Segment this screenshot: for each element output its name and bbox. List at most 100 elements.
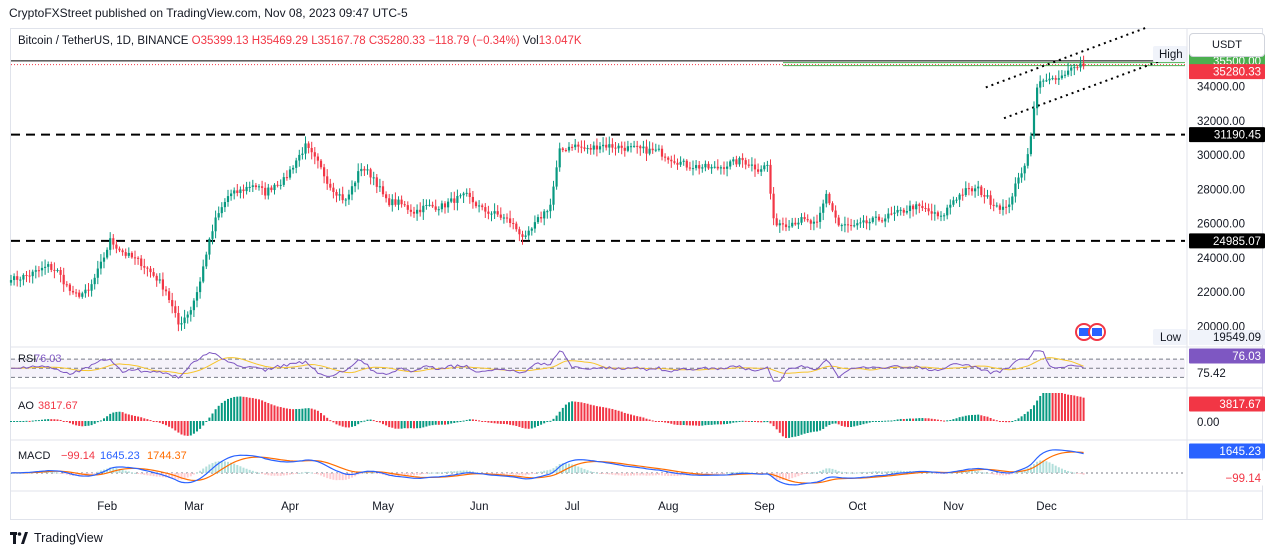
candle[interactable]: [955, 199, 958, 201]
candle[interactable]: [949, 204, 952, 208]
candle[interactable]: [874, 216, 877, 218]
candle[interactable]: [859, 222, 862, 224]
candle[interactable]: [264, 187, 267, 196]
candle[interactable]: [664, 156, 667, 158]
candle[interactable]: [127, 252, 130, 256]
candle[interactable]: [763, 165, 766, 170]
candle[interactable]: [208, 238, 211, 255]
candle[interactable]: [964, 188, 967, 196]
candle[interactable]: [778, 223, 781, 226]
candle[interactable]: [567, 146, 571, 151]
candle[interactable]: [102, 257, 106, 262]
candle[interactable]: [933, 212, 936, 214]
candle[interactable]: [121, 250, 124, 253]
candle[interactable]: [766, 164, 769, 166]
candle[interactable]: [230, 193, 233, 197]
candle[interactable]: [915, 204, 918, 210]
candle[interactable]: [378, 186, 381, 188]
candle[interactable]: [722, 167, 726, 169]
candle[interactable]: [902, 209, 905, 213]
candle[interactable]: [199, 281, 202, 293]
candle[interactable]: [716, 166, 719, 169]
candle[interactable]: [152, 272, 155, 276]
candle[interactable]: [149, 268, 152, 273]
candle[interactable]: [118, 248, 121, 251]
candle[interactable]: [620, 145, 623, 148]
candle[interactable]: [137, 257, 140, 259]
candle[interactable]: [338, 194, 341, 196]
candle[interactable]: [326, 176, 329, 184]
candle[interactable]: [744, 160, 747, 165]
candle[interactable]: [484, 207, 487, 212]
candle[interactable]: [90, 284, 93, 291]
candle[interactable]: [171, 300, 174, 307]
candle[interactable]: [893, 212, 896, 214]
candle[interactable]: [769, 164, 772, 194]
candle[interactable]: [109, 238, 112, 250]
candle[interactable]: [1082, 63, 1085, 67]
candle[interactable]: [161, 279, 164, 290]
candle[interactable]: [499, 214, 502, 218]
candle[interactable]: [282, 177, 285, 185]
candle[interactable]: [270, 187, 273, 191]
candle[interactable]: [68, 284, 71, 291]
candle[interactable]: [251, 185, 254, 187]
candle[interactable]: [834, 210, 837, 218]
candle[interactable]: [673, 161, 676, 163]
candle[interactable]: [788, 226, 791, 228]
candle[interactable]: [347, 194, 350, 200]
candle[interactable]: [505, 217, 509, 219]
candle[interactable]: [1014, 183, 1017, 197]
candle[interactable]: [366, 169, 369, 171]
candle[interactable]: [856, 223, 859, 226]
candle[interactable]: [391, 199, 394, 206]
candle[interactable]: [660, 148, 664, 157]
candle[interactable]: [307, 143, 310, 148]
candle[interactable]: [316, 156, 319, 161]
candle[interactable]: [456, 195, 459, 203]
candle[interactable]: [654, 149, 657, 151]
candle[interactable]: [1076, 67, 1079, 69]
channel-upper-line[interactable]: [985, 26, 1149, 89]
candle[interactable]: [595, 145, 598, 150]
candle[interactable]: [992, 204, 995, 206]
candle[interactable]: [977, 186, 980, 189]
candle[interactable]: [1011, 196, 1014, 205]
candle[interactable]: [614, 147, 617, 149]
candle[interactable]: [896, 209, 899, 213]
candle[interactable]: [952, 200, 955, 205]
candle[interactable]: [350, 186, 354, 195]
candle[interactable]: [577, 144, 580, 147]
candle[interactable]: [363, 168, 366, 171]
candle[interactable]: [1051, 78, 1054, 80]
candle[interactable]: [518, 229, 521, 235]
candle[interactable]: [939, 215, 943, 217]
candle[interactable]: [543, 211, 546, 219]
candle[interactable]: [236, 190, 239, 194]
tradingview-logo[interactable]: TradingView: [10, 531, 103, 545]
candle[interactable]: [437, 209, 440, 211]
candle[interactable]: [651, 148, 654, 151]
candle[interactable]: [1005, 206, 1008, 208]
candle[interactable]: [192, 300, 195, 311]
candle[interactable]: [273, 184, 276, 191]
candle[interactable]: [50, 264, 53, 270]
candle[interactable]: [927, 208, 930, 212]
candle[interactable]: [648, 148, 651, 154]
candle[interactable]: [478, 205, 481, 207]
candle[interactable]: [822, 203, 825, 213]
candle[interactable]: [248, 186, 251, 188]
candle[interactable]: [974, 188, 977, 192]
candle[interactable]: [261, 186, 264, 188]
candle[interactable]: [946, 207, 949, 216]
candle[interactable]: [791, 222, 794, 227]
candle[interactable]: [574, 144, 577, 148]
candle[interactable]: [223, 202, 226, 208]
candle[interactable]: [22, 274, 25, 280]
candle[interactable]: [738, 157, 741, 165]
candle[interactable]: [781, 223, 784, 225]
candle[interactable]: [56, 269, 59, 271]
candle[interactable]: [174, 306, 177, 313]
candle[interactable]: [47, 264, 50, 267]
